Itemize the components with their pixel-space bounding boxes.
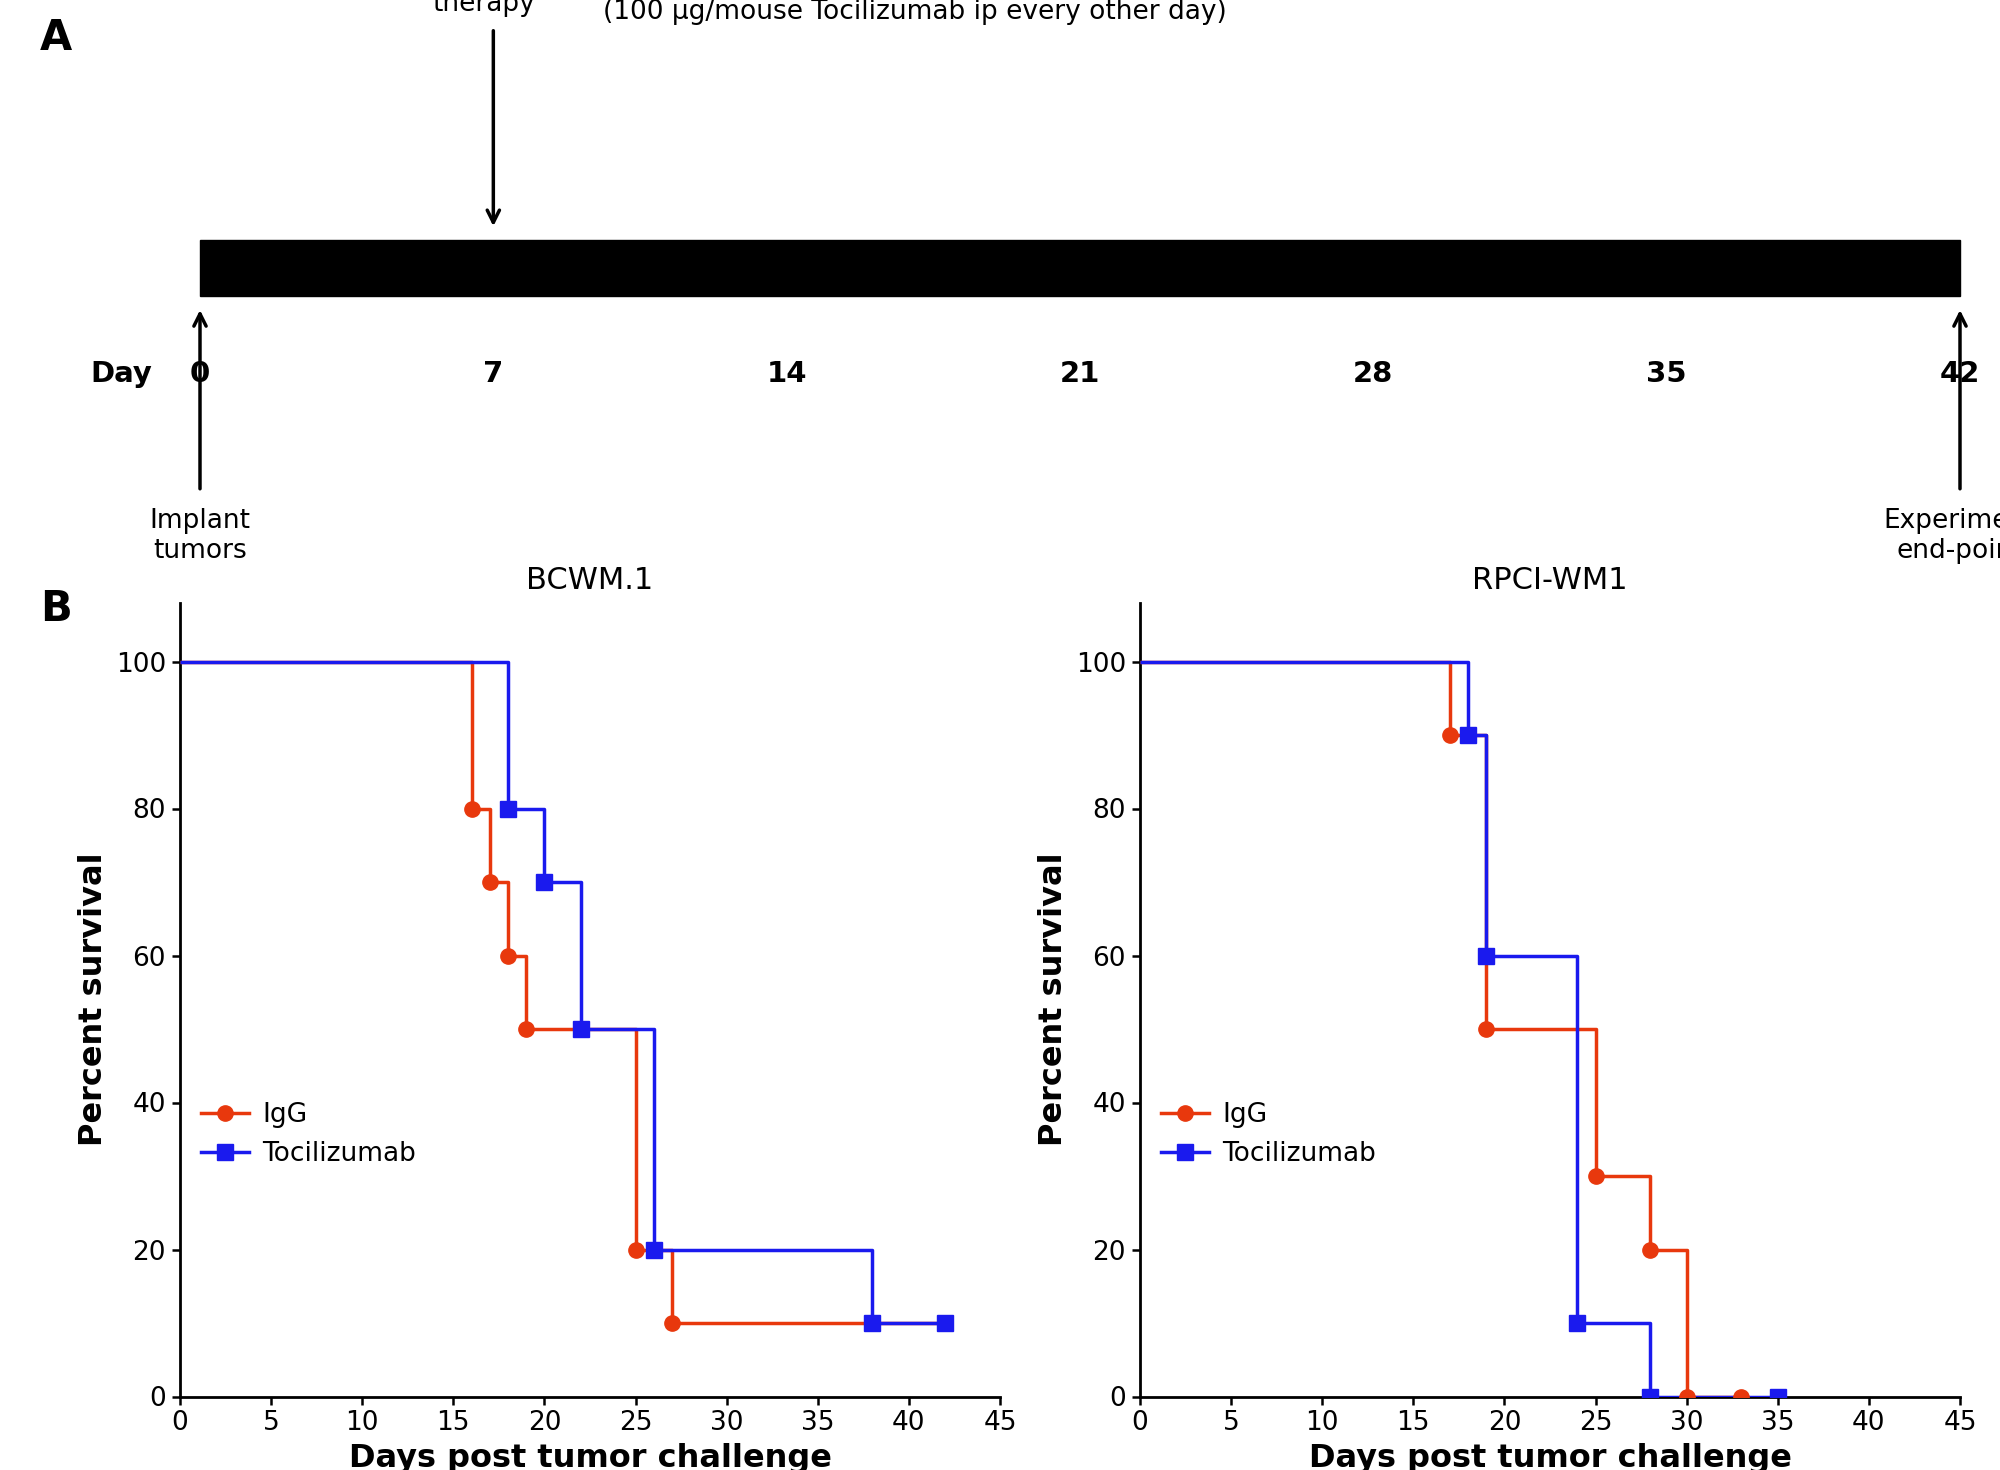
Text: 14: 14 [766, 360, 806, 388]
Text: 7: 7 [484, 360, 504, 388]
Legend: IgG, Tocilizumab: IgG, Tocilizumab [202, 1102, 416, 1167]
Legend: IgG, Tocilizumab: IgG, Tocilizumab [1162, 1102, 1376, 1167]
Text: Day: Day [90, 360, 152, 388]
Bar [200, 240, 1960, 295]
Text: B: B [40, 588, 72, 631]
Y-axis label: Percent survival: Percent survival [1038, 853, 1068, 1147]
Text: 42: 42 [1940, 360, 1980, 388]
Text: Implant
tumors: Implant tumors [150, 509, 250, 564]
Text: Initiate
therapy: Initiate therapy [432, 0, 534, 16]
X-axis label: Days post tumor challenge: Days post tumor challenge [1308, 1444, 1792, 1470]
Text: (100 μg/mouse Tocilizumab ip every other day): (100 μg/mouse Tocilizumab ip every other… [604, 0, 1228, 25]
Text: A: A [40, 16, 72, 59]
Text: Experiment
end-point: Experiment end-point [1884, 509, 2000, 564]
Y-axis label: Percent survival: Percent survival [78, 853, 108, 1147]
Text: 35: 35 [1646, 360, 1686, 388]
Text: 21: 21 [1060, 360, 1100, 388]
Text: 0: 0 [190, 360, 210, 388]
Text: 28: 28 [1354, 360, 1394, 388]
Title: RPCI-WM1: RPCI-WM1 [1472, 566, 1628, 595]
Title: BCWM.1: BCWM.1 [526, 566, 654, 595]
X-axis label: Days post tumor challenge: Days post tumor challenge [348, 1444, 832, 1470]
